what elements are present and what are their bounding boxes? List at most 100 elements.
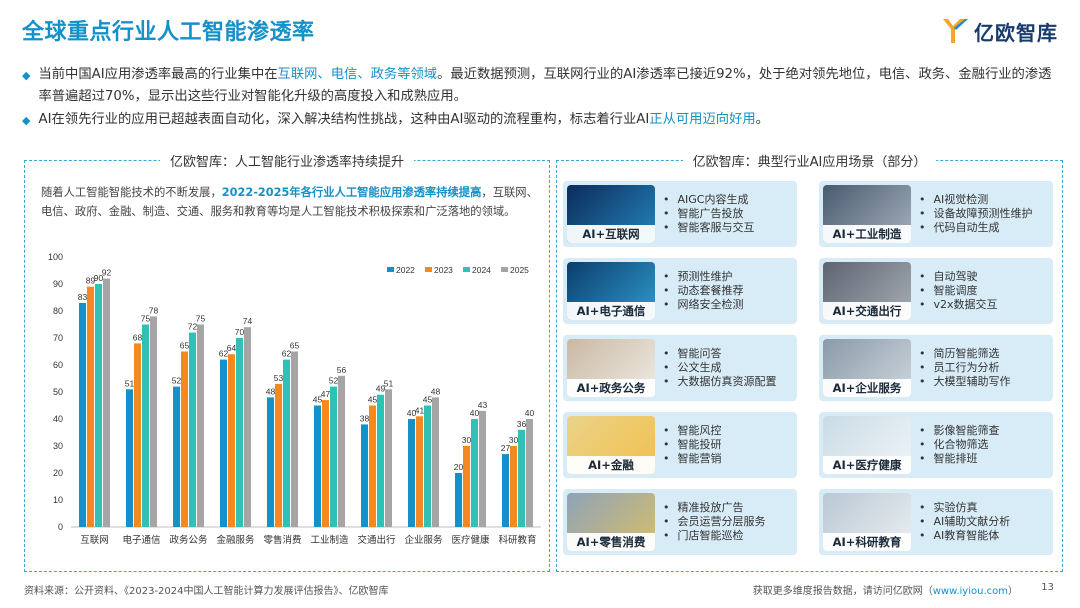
- scenario-panel: 亿欧智库：典型行业AI应用场景（部分） AI+互联网 AIGC内容生成智能广告投放…: [556, 151, 1063, 572]
- scenario-item: 智能营销: [663, 452, 722, 466]
- x-tick-label: 交通出行: [357, 534, 396, 546]
- x-tick-label: 企业服务: [404, 534, 443, 546]
- scenario-items: AIGC内容生成智能广告投放智能客服与交互: [663, 193, 755, 235]
- scenario-item: 门店智能巡检: [663, 529, 766, 543]
- legend-swatch-2024: [463, 267, 470, 272]
- bar-value-label: 20: [454, 462, 464, 472]
- scenario-item: 公文生成: [663, 361, 777, 375]
- bar-value-label: 65: [180, 341, 190, 351]
- legend-swatch-2023: [425, 267, 432, 272]
- x-tick-label: 政务公务: [169, 534, 208, 546]
- bullet-highlight: 正从可用迈向好用: [649, 112, 756, 127]
- x-tick-label: 互联网: [80, 535, 109, 546]
- scenario-label: AI+科研教育: [823, 533, 911, 551]
- y-tick-label: 60: [53, 360, 63, 370]
- scenario-label: AI+企业服务: [823, 379, 911, 397]
- scenario-label: AI+零售消费: [567, 533, 655, 551]
- bar-value-label: 41: [415, 405, 425, 415]
- scenario-photo: AI+金融: [567, 416, 655, 474]
- bar-value-label: 40: [525, 408, 535, 418]
- scenario-card: AI+金融智能风控智能投研智能营销: [563, 412, 797, 478]
- bar-value-label: 83: [78, 292, 88, 302]
- y-tick-label: 90: [53, 279, 63, 289]
- bar-value-label: 68: [133, 332, 143, 342]
- bar-value-label: 45: [368, 395, 378, 405]
- scenario-items: 简历智能筛选员工行为分析大模型辅助写作: [919, 347, 1011, 389]
- bar-value-label: 75: [141, 314, 151, 324]
- y-tick-label: 10: [53, 495, 63, 505]
- bar-value-label: 48: [266, 386, 276, 396]
- scenario-photo: AI+医疗健康: [823, 416, 911, 474]
- scenario-item: 自动驾驶: [919, 270, 998, 284]
- right-panel-title: 亿欧智库：典型行业AI应用场景（部分）: [682, 151, 937, 170]
- scenario-item: 智能客服与交互: [663, 221, 755, 235]
- bar-2022: [267, 397, 274, 527]
- bar-2025: [150, 316, 157, 527]
- more-info-text: ）: [1008, 586, 1018, 597]
- scenario-item: 大模型辅助写作: [919, 375, 1011, 389]
- bar-2022: [314, 405, 321, 527]
- bullet-text-part: AI在领先行业的应用已超越表面自动化，深入解决结构性挑战，这种由AI驱动的流程重…: [38, 112, 650, 127]
- bar-2025: [338, 375, 345, 527]
- scenario-photo: AI+科研教育: [823, 493, 911, 551]
- scenario-photo: AI+互联网: [567, 185, 655, 243]
- x-tick-label: 科研教育: [498, 534, 536, 546]
- website-link[interactable]: www.iyiou.com: [932, 586, 1008, 597]
- scenario-item: AI教育智能体: [919, 529, 1010, 543]
- scenario-photo: AI+交通出行: [823, 262, 911, 320]
- bar-value-label: 65: [290, 341, 300, 351]
- bar-value-label: 52: [172, 376, 182, 386]
- bar-2024: [424, 405, 431, 527]
- bar-2025: [244, 327, 251, 527]
- intro-text: 随着人工智能智能技术的不断发展，: [41, 186, 222, 199]
- x-tick-label: 工业制造: [310, 534, 349, 546]
- scenario-photo: AI+政务公务: [567, 339, 655, 397]
- page-title: 全球重点行业人工智能渗透率: [22, 20, 315, 45]
- x-tick-label: 电子通信: [122, 534, 160, 546]
- scenario-item: AI辅助文献分析: [919, 515, 1011, 529]
- bar-2022: [173, 386, 180, 527]
- bar-value-label: 74: [243, 316, 253, 326]
- scenario-items: 精准投放广告会员运营分层服务门店智能巡检: [663, 501, 766, 543]
- scenario-card: AI+工业制造 AI视觉检测设备故障预测性维护代码自动生成: [819, 181, 1053, 247]
- diamond-bullet-icon: ◆: [22, 114, 31, 127]
- y-tick-label: 80: [53, 306, 63, 316]
- scenario-card: AI+互联网 AIGC内容生成智能广告投放智能客服与交互: [563, 181, 797, 247]
- legend-swatch-2025: [501, 267, 508, 272]
- scenario-item: v2x数据交互: [919, 298, 998, 312]
- bar-value-label: 45: [423, 395, 433, 405]
- penetration-bar-chart: 010203040506070809010083899092互联网5168757…: [48, 252, 541, 546]
- y-tick-label: 0: [58, 522, 63, 532]
- bar-value-label: 89: [86, 276, 96, 286]
- bar-2024: [189, 332, 196, 527]
- legend-label: 2025: [510, 265, 529, 275]
- scenario-item: 智能问答: [663, 347, 777, 361]
- bar-2024: [377, 394, 384, 527]
- scenario-label: AI+医疗健康: [823, 456, 911, 474]
- bar-value-label: 45: [313, 395, 323, 405]
- y-tick-label: 50: [53, 387, 63, 397]
- bar-2022: [408, 419, 415, 527]
- scenario-photo: AI+电子通信: [567, 262, 655, 320]
- bar-2022: [455, 473, 462, 527]
- scenario-card: AI+交通出行自动驾驶智能调度v2x数据交互: [819, 258, 1053, 324]
- bar-2025: [291, 351, 298, 527]
- bar-2023: [510, 446, 517, 527]
- y-tick-label: 100: [48, 252, 63, 262]
- scenario-items: 影像智能筛查化合物筛选智能排班: [919, 424, 1000, 466]
- bar-2025: [385, 389, 392, 527]
- brand-logo: 亿欧智库: [940, 16, 1058, 46]
- bar-value-label: 43: [478, 400, 488, 410]
- scenario-item: 智能广告投放: [663, 207, 755, 221]
- logo-mark-icon: [943, 19, 968, 43]
- logo-text: 亿欧智库: [974, 20, 1058, 45]
- bar-value-label: 27: [501, 443, 511, 453]
- scenario-item: 动态套餐推荐: [663, 284, 744, 298]
- bar-2023: [181, 351, 188, 527]
- source-note: 资料来源：公开资料、《2023-2024中国人工智能计算力发展评估报告》、亿欧智…: [24, 586, 389, 597]
- scenario-item: 大数据仿真资源配置: [663, 375, 777, 389]
- bar-value-label: 30: [509, 435, 519, 445]
- bar-value-label: 64: [227, 343, 237, 353]
- bar-2023: [369, 405, 376, 527]
- scenario-photo: AI+企业服务: [823, 339, 911, 397]
